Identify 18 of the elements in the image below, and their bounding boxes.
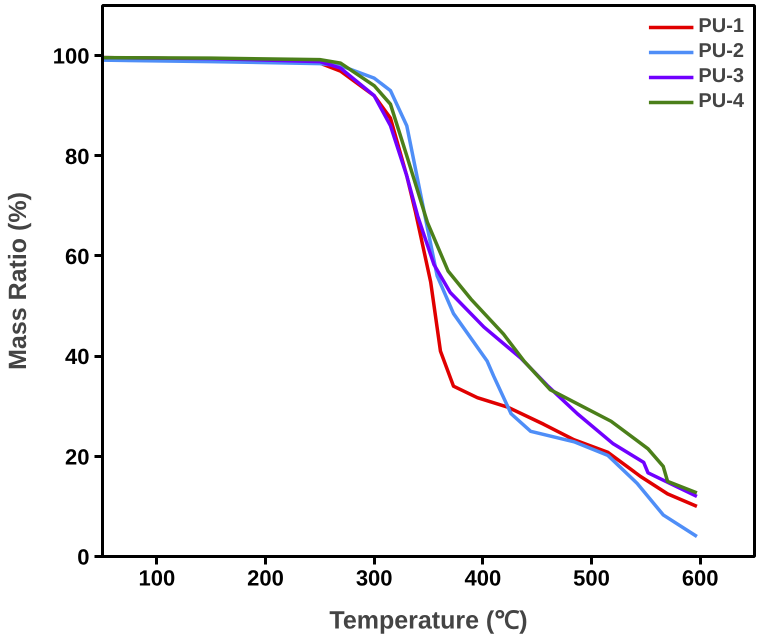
x-axis-title: Temperature (℃) — [329, 606, 528, 634]
y-tick-label: 20 — [65, 444, 90, 470]
y-tick-label: 0 — [77, 544, 90, 570]
x-tick-label: 300 — [356, 566, 393, 590]
y-tick-label: 40 — [65, 344, 90, 370]
y-tick-label: 80 — [65, 144, 90, 169]
legend-label: PU-2 — [698, 40, 744, 63]
y-tick-label: 60 — [65, 244, 90, 269]
legend-label: PU-1 — [698, 15, 744, 38]
x-tick-label: 200 — [247, 566, 284, 590]
y-tick-label: 100 — [52, 44, 90, 69]
y-axis-title: Mass Ratio (%) — [4, 192, 32, 370]
x-tick-label: 500 — [573, 566, 610, 590]
legend-label: PU-3 — [698, 65, 744, 88]
x-tick-label: 600 — [682, 566, 719, 590]
x-tick-label: 100 — [138, 566, 176, 590]
x-tick-label: 400 — [464, 566, 502, 590]
legend-label: PU-4 — [698, 90, 744, 113]
